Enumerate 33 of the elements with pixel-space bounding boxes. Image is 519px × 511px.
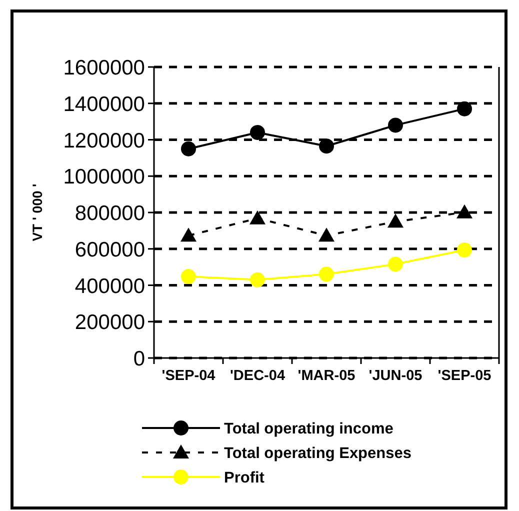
y-tick-label: 0 (133, 348, 145, 371)
point (319, 138, 334, 154)
x-tick-label: 'JUN-05 (368, 368, 422, 384)
point (250, 272, 265, 288)
point (457, 242, 472, 258)
y-tick-label: 400000 (74, 274, 145, 298)
y-tick-label: 1200000 (63, 129, 145, 152)
point (388, 214, 404, 228)
point (318, 228, 334, 242)
point (388, 118, 403, 133)
point (388, 256, 403, 272)
y-tick-label: 800000 (74, 202, 145, 226)
y-axis-title: VT ' 000 ' (30, 184, 45, 242)
point (456, 204, 472, 218)
legend-label: Total operating income (224, 420, 394, 438)
point (250, 124, 265, 140)
legend-label: Profit (224, 470, 264, 487)
point (319, 266, 334, 282)
y-tick-label: 200000 (74, 311, 145, 334)
y-tick-label: 600000 (74, 238, 145, 262)
point (181, 141, 196, 156)
x-tick-label: 'SEP-05 (438, 368, 492, 384)
point (457, 101, 472, 116)
x-tick-label: 'DEC-04 (230, 368, 286, 384)
legend-label: Total operating Expenses (224, 445, 412, 462)
y-tick-label: 1400000 (63, 92, 145, 116)
point (180, 228, 196, 242)
y-tick-label: 1600000 (63, 56, 145, 80)
x-tick-label: 'SEP-04 (162, 368, 216, 384)
y-tick-label: 1000000 (63, 166, 145, 189)
x-tick-label: 'MAR-05 (298, 368, 356, 384)
point (250, 210, 266, 224)
point (181, 269, 196, 284)
